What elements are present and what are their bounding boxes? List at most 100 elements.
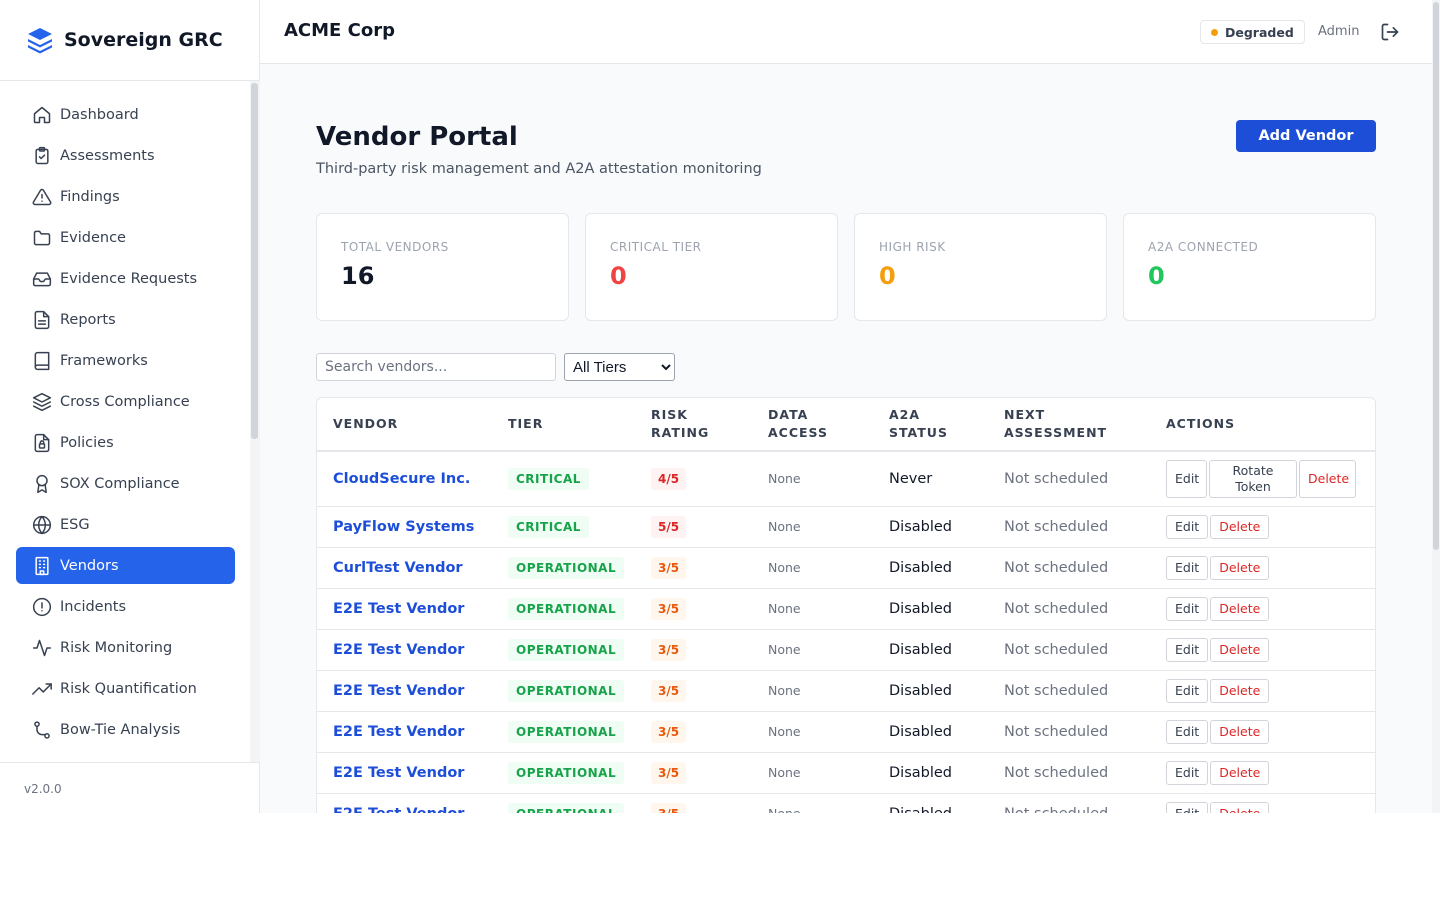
risk-cell: 3/5: [635, 711, 752, 752]
main-scrollbar[interactable]: [1432, 0, 1440, 813]
delete-button[interactable]: Delete: [1299, 459, 1356, 498]
vendor-name-link[interactable]: E2E Test Vendor: [317, 793, 492, 814]
tier-badge: OPERATIONAL: [508, 802, 625, 813]
edit-button[interactable]: Edit: [1166, 555, 1209, 580]
risk-rating-badge: 5/5: [651, 515, 687, 538]
sidebar-item-label: Assessments: [60, 147, 155, 164]
building-icon: [35, 556, 49, 575]
sidebar-scrollbar-thumb[interactable]: [251, 83, 258, 439]
tier-badge: OPERATIONAL: [508, 679, 625, 702]
sidebar-item-reports[interactable]: Reports: [16, 301, 235, 338]
sidebar-item-label: Evidence Requests: [60, 270, 198, 287]
book-icon: [34, 351, 50, 370]
delete-button[interactable]: Delete: [1210, 596, 1270, 621]
sidebar-item-evidence[interactable]: Evidence: [16, 219, 235, 256]
vendor-name-link[interactable]: E2E Test Vendor: [333, 682, 465, 699]
vendor-name-link[interactable]: E2E Test Vendor: [333, 764, 465, 781]
column-header-risk-rating[interactable]: Risk Rating: [651, 407, 710, 440]
sidebar-item-assessments[interactable]: Assessments: [16, 137, 235, 174]
sidebar-item-bow-tie-analysis[interactable]: Bow-Tie Analysis: [16, 711, 235, 748]
delete-button[interactable]: Delete: [1210, 801, 1270, 813]
sidebar-scrollbar[interactable]: [250, 81, 260, 762]
table-row: E2E Test Vendor OPERATIONAL 3/5 None Disable…: [317, 752, 1375, 793]
edit-button[interactable]: Edit: [1166, 719, 1209, 744]
delete-button[interactable]: Delete: [1210, 514, 1270, 539]
vendor-search-input[interactable]: [316, 353, 556, 381]
tier-badge: OPERATIONAL: [508, 638, 625, 661]
system-status-badge[interactable]: Degraded: [1200, 20, 1305, 44]
vendor-name-link[interactable]: E2E Test Vendor: [333, 600, 465, 617]
tier-cell: CRITICAL: [492, 451, 635, 506]
table-row: CloudSecure Inc. CRITICAL 4/5 None Never Not …: [317, 451, 1375, 506]
data-access-cell: None: [768, 765, 801, 780]
stats-row: Total Vendors 16 Critical Tier 0 High Ri…: [316, 213, 1376, 321]
delete-button[interactable]: Delete: [1210, 760, 1270, 785]
brand[interactable]: Sovereign GRC: [0, 0, 259, 81]
data-access-cell: None: [752, 793, 873, 813]
sidebar-item-risk-monitoring[interactable]: Risk Monitoring: [16, 629, 235, 666]
alert-triangle-icon: [32, 188, 52, 205]
sidebar-item-dashboard[interactable]: Dashboard: [16, 96, 235, 133]
edit-button[interactable]: Edit: [1166, 760, 1209, 785]
sidebar-item-cross-compliance[interactable]: Cross Compliance: [16, 383, 235, 420]
sidebar-item-label: SOX Compliance: [60, 475, 180, 492]
risk-cell: 3/5: [635, 588, 752, 629]
edit-button[interactable]: Edit: [1166, 596, 1209, 621]
vendor-name-link[interactable]: E2E Test Vendor: [333, 641, 465, 658]
edit-button[interactable]: Edit: [1166, 678, 1209, 703]
risk-rating-badge: 4/5: [651, 467, 687, 490]
next-assessment-cell: Not scheduled: [1004, 723, 1109, 740]
vendor-name-link[interactable]: CurlTest Vendor: [333, 559, 463, 576]
column-header-a2a-status[interactable]: A2A Status: [889, 407, 948, 440]
stat-value: 0: [1148, 262, 1165, 290]
actions-cell: Edit Delete: [1150, 752, 1375, 793]
table-header-row: Vendor Tier Risk Rating Data Access A2A …: [317, 398, 1375, 451]
user-role-label: Admin: [1318, 24, 1360, 39]
logout-icon[interactable]: [1380, 22, 1400, 42]
column-header-tier[interactable]: Tier: [508, 416, 544, 431]
add-vendor-button[interactable]: Add Vendor: [1236, 120, 1376, 152]
column-header-data-access[interactable]: Data Access: [768, 407, 829, 440]
file-lock-icon: [34, 433, 50, 452]
vendor-name-link[interactable]: CloudSecure Inc.: [333, 470, 471, 487]
next-assessment-cell: Not scheduled: [1004, 764, 1109, 781]
sidebar-item-vendors[interactable]: Vendors: [16, 547, 235, 584]
column-header-vendor[interactable]: Vendor: [333, 416, 399, 431]
award-icon: [36, 474, 48, 493]
data-access-cell: None: [768, 519, 801, 534]
status-dot-icon: [1211, 28, 1218, 36]
sidebar-item-risk-quantification[interactable]: Risk Quantification: [16, 670, 235, 707]
a2a-status-cell: Disabled: [889, 723, 952, 740]
delete-button[interactable]: Delete: [1210, 637, 1270, 662]
sidebar-item-evidence-requests[interactable]: Evidence Requests: [16, 260, 235, 297]
risk-rating-badge: 3/5: [651, 597, 687, 620]
sidebar-item-incidents[interactable]: Incidents: [16, 588, 235, 625]
data-access-cell: None: [768, 471, 801, 487]
column-header-next-assessment[interactable]: Next Assessment: [1004, 407, 1108, 440]
stat-label: Critical Tier: [610, 240, 702, 254]
tier-filter-select[interactable]: All Tiers: [564, 353, 675, 381]
sidebar-item-frameworks[interactable]: Frameworks: [16, 342, 235, 379]
sidebar-item-esg[interactable]: ESG: [16, 506, 235, 543]
app-version: v2.0.0: [0, 762, 259, 813]
delete-button[interactable]: Delete: [1210, 678, 1270, 703]
table-row: E2E Test Vendor OPERATIONAL 3/5 None Disable…: [317, 629, 1375, 670]
rotate-token-button[interactable]: Rotate Token: [1209, 459, 1297, 498]
vendor-name-link[interactable]: E2E Test Vendor: [333, 723, 465, 740]
sidebar-item-findings[interactable]: Findings: [16, 178, 235, 215]
risk-rating-badge: 3/5: [651, 761, 687, 784]
vendor-name-link[interactable]: PayFlow Systems: [333, 518, 475, 535]
sidebar-item-sox-compliance[interactable]: SOX Compliance: [16, 465, 235, 502]
risk-rating-badge: 3/5: [651, 720, 687, 743]
sidebar-item-policies[interactable]: Policies: [16, 424, 235, 461]
tier-badge: CRITICAL: [508, 467, 589, 490]
edit-button[interactable]: Edit: [1166, 637, 1209, 662]
tier-cell: OPERATIONAL: [492, 752, 635, 793]
delete-button[interactable]: Delete: [1210, 719, 1270, 744]
sidebar-item-label: Findings: [60, 188, 120, 205]
main-scrollbar-thumb[interactable]: [1433, 2, 1439, 550]
edit-button[interactable]: Edit: [1166, 801, 1209, 813]
edit-button[interactable]: Edit: [1166, 459, 1207, 498]
edit-button[interactable]: Edit: [1166, 514, 1209, 539]
delete-button[interactable]: Delete: [1210, 555, 1270, 580]
